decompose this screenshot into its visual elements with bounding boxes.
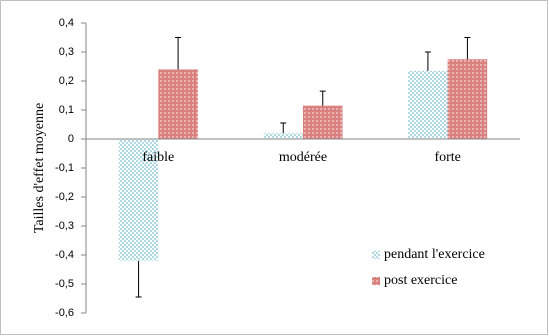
y-tick-label: 0,4 bbox=[59, 17, 74, 29]
y-tick-label: 0,2 bbox=[59, 75, 74, 87]
bar bbox=[447, 59, 488, 139]
legend-swatch bbox=[372, 277, 380, 285]
legend-label: pendant l'exercice bbox=[384, 247, 485, 262]
error-bar bbox=[319, 90, 326, 106]
error-bar bbox=[280, 122, 287, 134]
x-tick-label: modérée bbox=[279, 150, 327, 165]
error-bar bbox=[424, 51, 431, 71]
bar bbox=[303, 105, 343, 139]
bar bbox=[263, 133, 303, 139]
bar bbox=[408, 70, 448, 139]
bar bbox=[118, 139, 159, 261]
y-tick-label: -0,4 bbox=[55, 249, 74, 261]
bar bbox=[158, 69, 198, 139]
legend-label: post exercice bbox=[384, 273, 457, 288]
error-bar bbox=[135, 260, 142, 298]
y-tick-label: -0,2 bbox=[55, 191, 74, 203]
y-tick-label: -0,5 bbox=[55, 278, 74, 290]
error-bar bbox=[464, 37, 471, 60]
y-tick-label: 0,1 bbox=[59, 104, 74, 116]
error-bar bbox=[175, 37, 182, 70]
x-tick-label: forte bbox=[434, 150, 460, 165]
x-tick-label: faible bbox=[142, 150, 174, 165]
legend-swatch bbox=[372, 251, 380, 259]
y-tick-label: -0,6 bbox=[55, 307, 74, 319]
y-tick-label: -0,1 bbox=[55, 162, 74, 174]
y-tick-label: 0,3 bbox=[59, 46, 74, 58]
y-axis-label: Tailles d'effet moyenne bbox=[32, 103, 47, 233]
y-tick-label: 0 bbox=[68, 133, 74, 145]
y-tick-label: -0,3 bbox=[55, 220, 74, 232]
